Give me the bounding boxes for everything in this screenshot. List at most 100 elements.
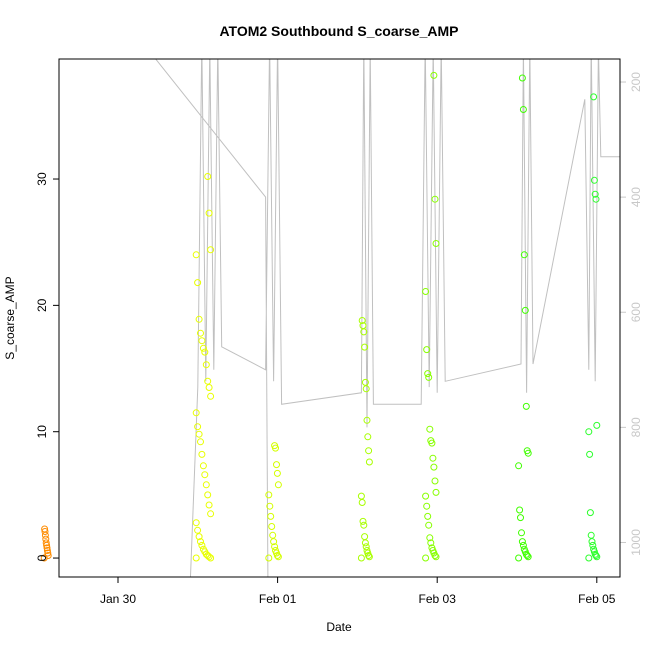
data-point (520, 545, 528, 553)
y2-tick-label: 600 (629, 302, 643, 322)
data-points-layer (40, 71, 601, 562)
data-point (204, 173, 212, 180)
data-point (591, 190, 599, 198)
data-point (192, 554, 200, 562)
y-tick-label: 20 (35, 298, 49, 312)
data-point (521, 306, 529, 314)
data-point (274, 553, 282, 561)
data-point (520, 251, 528, 259)
data-point (585, 554, 593, 562)
data-point (365, 553, 373, 561)
data-point (363, 547, 371, 554)
data-point (194, 279, 202, 287)
data-point (204, 491, 212, 499)
data-point (359, 322, 367, 330)
data-point (519, 106, 527, 113)
data-point (205, 209, 213, 217)
data-point (197, 538, 204, 546)
data-point (517, 514, 524, 522)
data-point (422, 492, 430, 500)
data-point (518, 529, 525, 537)
data-point (44, 549, 52, 557)
data-point (44, 552, 52, 559)
data-point (201, 348, 209, 356)
data-point (523, 447, 531, 455)
data-point (274, 481, 282, 489)
data-point (41, 525, 49, 533)
data-point (197, 329, 204, 337)
data-point (428, 544, 436, 552)
data-point (207, 246, 215, 254)
data-point (359, 517, 367, 525)
data-point (522, 402, 530, 410)
data-point (43, 544, 51, 552)
data-point (586, 450, 594, 458)
data-point (427, 437, 435, 445)
data-point (586, 509, 594, 517)
data-point (361, 378, 369, 386)
data-point (361, 539, 369, 547)
data-point (424, 370, 432, 378)
data-point (423, 502, 431, 510)
data-point (271, 442, 279, 450)
data-point (365, 458, 373, 466)
y-tick-label: 30 (35, 172, 49, 186)
data-point (523, 552, 531, 559)
data-point (431, 195, 439, 203)
data-point (592, 552, 600, 559)
data-point (43, 547, 51, 554)
data-point (205, 501, 213, 509)
data-point (426, 425, 434, 433)
data-point (431, 477, 439, 485)
data-point (429, 454, 437, 462)
data-point (516, 506, 524, 514)
data-point (267, 512, 275, 520)
data-point (588, 538, 596, 546)
y-axis-label: S_coarse_AMP (3, 276, 17, 359)
data-point (272, 547, 279, 554)
data-point (593, 421, 601, 429)
data-point (265, 491, 273, 499)
data-point (422, 288, 430, 295)
data-point (590, 545, 598, 553)
data-point (590, 93, 598, 101)
data-point (426, 534, 434, 542)
data-point (195, 430, 203, 438)
data-point (519, 541, 527, 549)
data-point (357, 554, 365, 562)
data-point (587, 531, 595, 539)
y2-tick-label: 400 (629, 187, 643, 207)
data-point (266, 502, 274, 510)
x-tick-label: Feb 03 (419, 592, 457, 606)
data-point (357, 492, 365, 500)
chart-title: ATOM2 Southbound S_coarse_AMP (219, 23, 458, 39)
data-point (358, 499, 366, 506)
y2-tick-label: 200 (629, 72, 643, 92)
data-point (364, 433, 372, 441)
data-point (425, 373, 433, 381)
data-point (363, 416, 371, 424)
data-point (41, 528, 49, 535)
data-point (518, 538, 526, 546)
data-point (42, 535, 50, 543)
data-point (192, 519, 200, 527)
data-point (430, 463, 438, 471)
x-axis-label: Date (326, 620, 352, 634)
data-point (427, 539, 435, 547)
data-point (201, 471, 209, 479)
data-point (192, 251, 200, 259)
data-point (515, 462, 523, 470)
data-point (268, 523, 276, 530)
data-point (195, 533, 203, 541)
data-point (199, 462, 207, 470)
data-point (432, 488, 440, 496)
data-point (273, 469, 281, 477)
data-point (199, 545, 207, 553)
data-point (362, 543, 370, 551)
plot-frame (58, 58, 621, 578)
data-point (205, 384, 213, 391)
data-point (358, 317, 366, 324)
data-point (425, 521, 433, 529)
data-point (42, 539, 50, 547)
